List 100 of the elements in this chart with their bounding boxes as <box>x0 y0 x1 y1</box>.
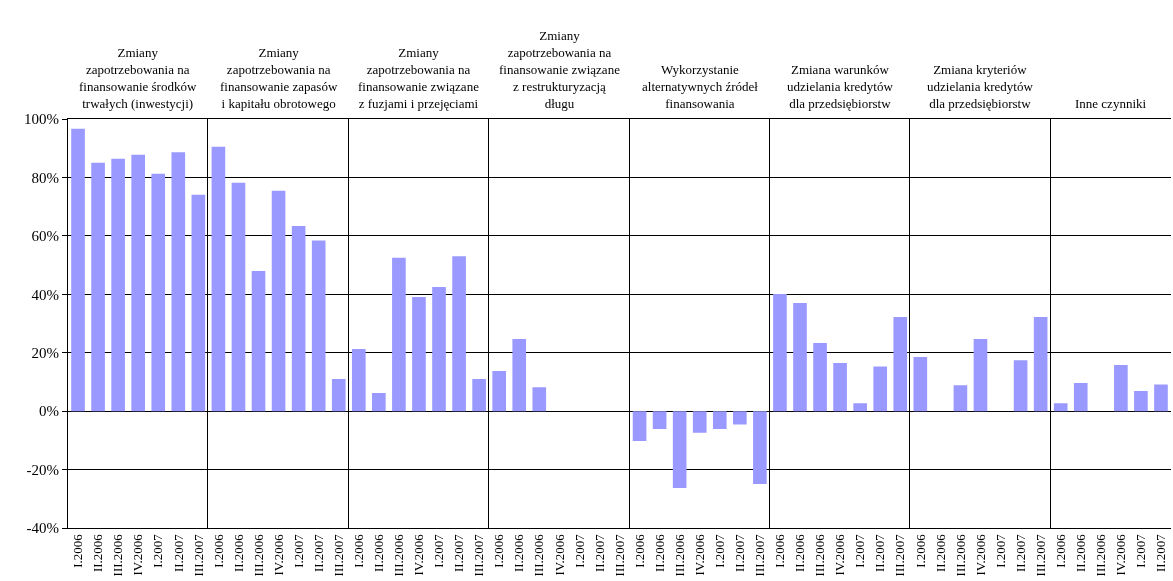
x-tick-label: I.2007 <box>150 533 166 568</box>
chart-title: Zmiany zapotrzebowania na finansowanie środków trwałych (inwestycji) <box>79 45 197 111</box>
x-tick-label: III.2006 <box>110 533 126 577</box>
bar <box>953 385 968 412</box>
bar <box>913 357 928 412</box>
x-tick-label: III.2007 <box>611 533 627 577</box>
x-tick-label: II.2007 <box>872 533 888 573</box>
chart-title: Zmiana kryteriów udzielania kredytów dla przedsiębiorstw <box>927 62 1034 111</box>
x-tick-label: III.2006 <box>671 533 687 577</box>
x-tick-label: II.2006 <box>230 533 246 573</box>
x-tick-label: IV.2006 <box>130 533 146 576</box>
bar <box>1154 384 1168 412</box>
x-tick-label: III.2006 <box>531 533 547 577</box>
bar <box>351 348 366 412</box>
bar <box>191 194 206 412</box>
x-tick-label: IV.2006 <box>972 533 988 576</box>
x-tick-label: I.2006 <box>210 533 226 568</box>
bar <box>773 293 787 412</box>
chart-title: Wykorzystanie alternatywnych źródeł finansowania <box>642 62 759 111</box>
bar <box>171 152 186 412</box>
x-tick-label: I.2007 <box>1133 533 1149 568</box>
bar <box>412 296 426 412</box>
bar <box>211 146 226 412</box>
x-tick-label: II.2006 <box>371 533 387 573</box>
x-tick-label: IV.2006 <box>691 533 707 576</box>
y-tick-label: 20% <box>31 344 59 361</box>
x-tick-label: I.2006 <box>70 533 86 568</box>
bar <box>472 379 486 412</box>
x-tick-label: II.2007 <box>310 533 326 573</box>
x-tick-label: III.2007 <box>892 533 908 577</box>
bar <box>311 240 326 412</box>
bar <box>271 190 286 412</box>
bar <box>372 393 386 412</box>
x-tick-label: IV.2006 <box>270 533 286 576</box>
bar <box>71 128 85 412</box>
x-tick-label: I.2007 <box>290 533 306 568</box>
bar <box>91 162 105 412</box>
y-tick-label: 0% <box>39 403 59 420</box>
x-tick-label: III.2007 <box>752 533 768 577</box>
x-tick-label: II.2007 <box>732 533 748 573</box>
x-tick-label: I.2006 <box>351 533 367 568</box>
x-tick-label: IV.2006 <box>1113 533 1129 576</box>
x-tick-label: II.2007 <box>1012 533 1028 573</box>
x-tick-label: II.2006 <box>651 533 667 573</box>
y-tick-label: 60% <box>31 228 59 245</box>
y-tick-label: 100% <box>24 111 59 128</box>
x-tick-label: III.2006 <box>952 533 968 577</box>
x-tick-label: I.2006 <box>772 533 788 568</box>
x-tick-label: II.2007 <box>451 533 467 573</box>
x-tick-label: II.2007 <box>1153 533 1169 573</box>
x-tick-label: III.2006 <box>391 533 407 577</box>
y-tick-label: 40% <box>31 286 59 303</box>
x-tick-label: II.2006 <box>1072 533 1088 573</box>
bar <box>1033 317 1048 412</box>
bar <box>813 343 827 412</box>
x-tick-label: I.2006 <box>491 533 507 568</box>
bar <box>1073 383 1088 412</box>
x-tick-label: I.2007 <box>992 533 1008 568</box>
chart-title: Zmiany zapotrzebowania na finansowanie związane z restrukturyzacją długu <box>499 28 621 111</box>
bar <box>231 182 246 412</box>
x-tick-label: I.2007 <box>712 533 727 568</box>
x-tick-label: III.2006 <box>250 533 266 577</box>
bar <box>893 317 908 412</box>
bar <box>291 225 306 412</box>
x-tick-label: I.2006 <box>1052 533 1068 568</box>
bar <box>432 286 446 412</box>
x-tick-label: II.2007 <box>170 533 186 573</box>
chart-title: Inne czynniki <box>1075 96 1147 111</box>
x-tick-label: II.2006 <box>792 533 808 573</box>
bar <box>873 366 888 412</box>
x-tick-label: IV.2006 <box>832 533 848 576</box>
x-tick-label: II.2006 <box>932 533 948 573</box>
bar <box>973 338 988 412</box>
x-tick-label: III.2007 <box>471 533 487 577</box>
x-tick-label: III.2006 <box>812 533 828 577</box>
chart-title: Zmiany zapotrzebowania na finansowanie związane z fuzjami i przejęciami <box>358 45 480 111</box>
x-tick-label: I.2007 <box>852 533 868 568</box>
x-tick-label: III.2007 <box>190 533 206 577</box>
x-tick-label: I.2007 <box>431 533 447 568</box>
x-tick-label: IV.2006 <box>551 533 567 576</box>
y-tick-label: -20% <box>26 461 59 478</box>
x-tick-label: I.2006 <box>912 533 928 568</box>
x-tick-label: IV.2006 <box>411 533 427 576</box>
x-tick-label: I.2006 <box>631 533 647 568</box>
x-tick-label: II.2007 <box>591 533 607 573</box>
bar <box>1053 403 1068 412</box>
bar <box>452 256 466 412</box>
y-tick-label: 80% <box>31 169 59 186</box>
bar <box>1114 364 1128 412</box>
x-tick-label: III.2007 <box>1032 533 1048 577</box>
bar <box>151 173 166 412</box>
chart-title: Zmiany zapotrzebowania na finansowanie zapasów i kapitału obrotowego <box>220 45 338 111</box>
bar <box>331 379 346 412</box>
bar <box>853 403 867 412</box>
x-tick-label: III.2007 <box>330 533 346 577</box>
chart-title: Zmiana warunków udzielania kredytów dla przedsiębiorstw <box>787 62 894 111</box>
bar <box>1013 360 1028 412</box>
bar <box>833 362 847 412</box>
bar <box>1134 390 1148 412</box>
bar <box>131 154 146 412</box>
